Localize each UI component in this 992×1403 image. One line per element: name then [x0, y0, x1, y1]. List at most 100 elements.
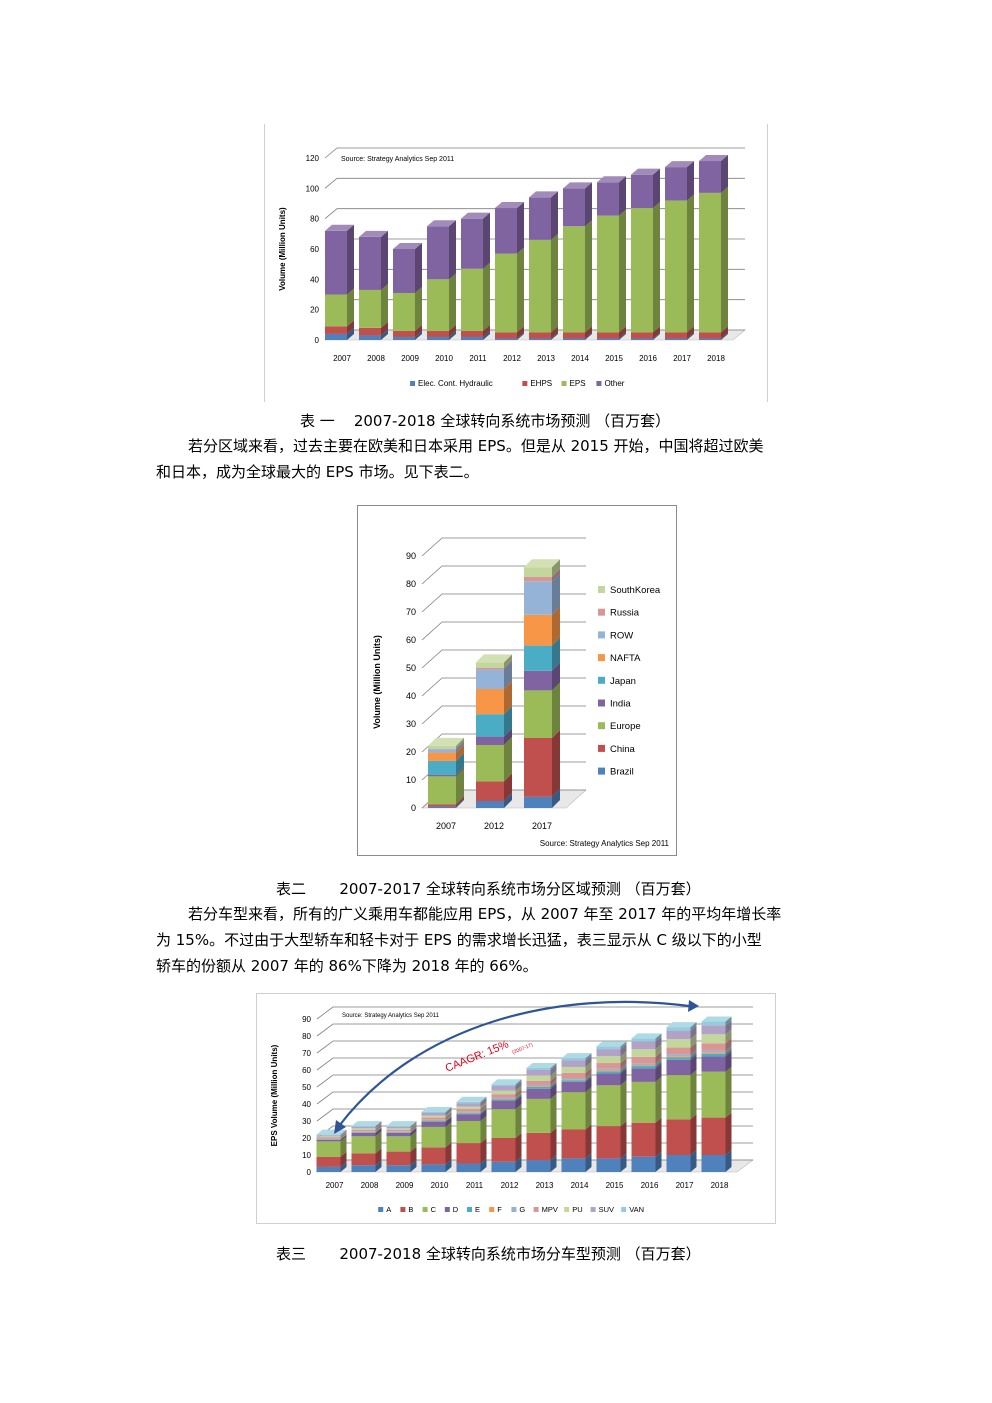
bar-segment-side	[515, 1085, 522, 1095]
bar-segment-side	[504, 654, 512, 668]
bar-segment	[427, 226, 449, 280]
bar-segment-side	[381, 321, 388, 336]
legend-swatch	[596, 381, 602, 386]
bar-segment-side	[620, 1121, 627, 1159]
x-tick-label: 2015	[605, 354, 623, 363]
bar-segment-side	[381, 230, 388, 290]
bar-segment	[316, 1141, 341, 1157]
bar-segment	[701, 1050, 726, 1053]
legend-swatch	[598, 744, 605, 752]
bar-segment	[476, 736, 504, 745]
bar-segment	[386, 1165, 411, 1172]
bar-segment	[461, 336, 483, 340]
y-tick-label: 80	[406, 579, 416, 589]
bar-top	[701, 1016, 732, 1022]
bar-segment	[631, 174, 653, 209]
bar-segment-side	[381, 329, 388, 340]
bar-segment-side	[445, 1142, 452, 1165]
bar-segment-side	[480, 1098, 487, 1107]
bar-segment	[495, 253, 517, 333]
bar-top	[491, 1079, 522, 1085]
bar-segment-side	[504, 793, 512, 808]
bar-segment-side	[655, 1060, 662, 1067]
bar-segment	[421, 1147, 446, 1165]
bar-segment-side	[504, 706, 512, 737]
bar-segment	[359, 289, 381, 328]
bar-segment-side	[619, 326, 626, 339]
bar-segment-side	[445, 1112, 452, 1120]
bar-segment-side	[410, 1121, 417, 1129]
bar-segment-side	[653, 332, 660, 340]
bar-segment	[631, 1041, 656, 1050]
bar-segment-side	[655, 1036, 662, 1050]
bar-segment	[666, 1054, 691, 1057]
legend-label: Japan	[610, 676, 636, 687]
bar-segment	[665, 200, 687, 333]
bar-segment-side	[725, 1150, 732, 1172]
bar-segment	[476, 669, 504, 689]
bar-segment	[561, 1060, 586, 1067]
bar-segment	[666, 1056, 691, 1058]
bar-segment	[316, 1136, 341, 1138]
bar-segment-side	[620, 1063, 627, 1071]
bar-segment	[456, 1111, 481, 1113]
paragraph-line: 和日本，成为全球最大的 EPS 市场。见下表二。	[156, 463, 479, 481]
bar-segment-side	[620, 1066, 627, 1074]
chart-regional-eps-forecast: 0 10 20 30 40 50 60 70 80 90 Volume (Million Units…	[357, 505, 677, 856]
bar-segment-side	[483, 212, 490, 269]
bar-segment	[596, 1063, 621, 1069]
bar-segment-side	[690, 1054, 697, 1076]
bar-segment	[529, 239, 551, 333]
bar-segment	[596, 1158, 621, 1172]
bar-segment-side	[551, 191, 558, 240]
bar-segment-side	[687, 332, 694, 340]
bar-segment-side	[517, 332, 524, 340]
bar-segment-side	[517, 247, 524, 333]
bar-segment-side	[340, 1134, 347, 1140]
bar-segment-side	[504, 660, 512, 670]
bar-segment-side	[480, 1158, 487, 1172]
bar-segment	[491, 1085, 516, 1091]
bar-segment-side	[340, 1134, 347, 1142]
bar-segment	[461, 268, 483, 331]
bar-segment	[428, 806, 456, 808]
bar-top	[529, 191, 558, 198]
bar-segment-side	[480, 1108, 487, 1115]
gridline	[316, 1006, 753, 1020]
gridline	[421, 565, 586, 585]
bar-segment	[386, 1136, 411, 1152]
x-tick-label: 2016	[639, 354, 657, 363]
bar-segment	[386, 1132, 411, 1133]
bar-segment	[316, 1135, 341, 1137]
bar-segment-side	[620, 1058, 627, 1069]
bar-segment-side	[515, 1079, 522, 1086]
bar-segment	[421, 1115, 446, 1118]
bar-segment-side	[515, 1080, 522, 1091]
bar-segment	[596, 1049, 621, 1057]
x-tick-label: 2018	[711, 1181, 729, 1190]
bar-segment-side	[381, 283, 388, 328]
x-tick-label: 2015	[606, 1181, 624, 1190]
bar-segment-side	[725, 1038, 732, 1051]
paragraph-line: 若分区域来看，过去主要在欧美和日本采用 EPS。但是从 2015 开始，中国将超…	[188, 437, 764, 455]
bar-segment	[524, 738, 552, 797]
bar-top	[393, 243, 422, 249]
legend-label: SouthKorea	[610, 585, 661, 596]
bar-segment-side	[480, 1101, 487, 1110]
bar-segment-side	[721, 155, 728, 193]
bar-segment	[393, 249, 415, 293]
legend-swatch	[522, 381, 528, 386]
bar-segment	[456, 1101, 481, 1104]
bar-segment-side	[375, 1127, 382, 1133]
x-tick-label: 2012	[503, 354, 521, 363]
legend-label: VAN	[629, 1205, 644, 1214]
bar-segment-side	[517, 326, 524, 339]
bar-segment-side	[550, 1082, 557, 1089]
bar-segment	[631, 1122, 656, 1157]
bar-segment	[699, 192, 721, 333]
bar-segment-side	[585, 1124, 592, 1159]
legend-label: Brazil	[610, 767, 634, 778]
y-tick-label: 20	[310, 306, 319, 315]
bar-segment-side	[619, 176, 626, 216]
bar-segment	[666, 1119, 691, 1155]
